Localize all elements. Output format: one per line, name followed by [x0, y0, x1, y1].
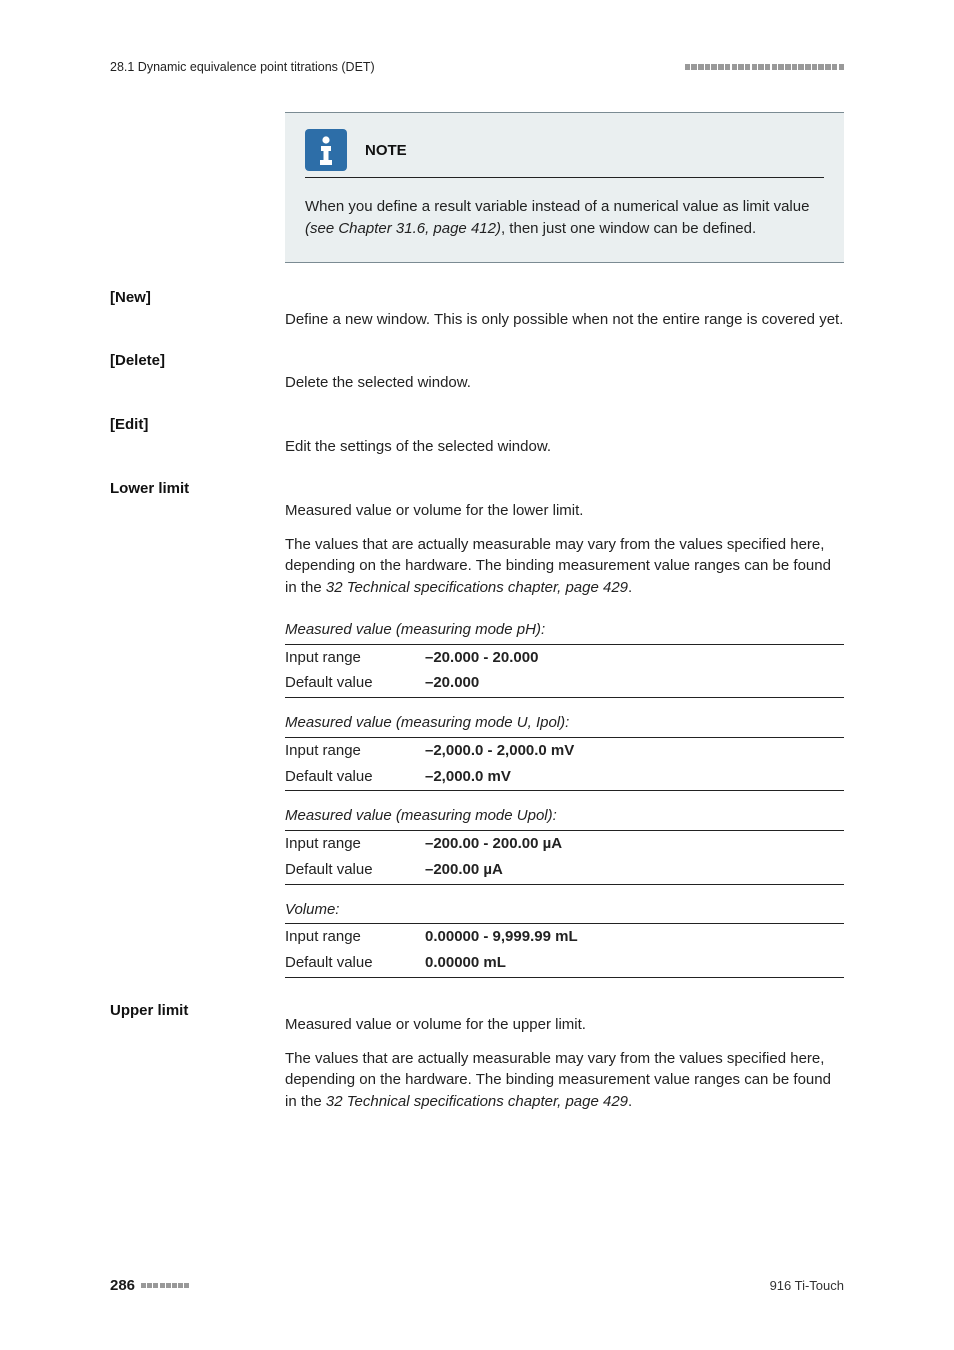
param-value: 0.00000 mL	[425, 952, 506, 974]
lower-limit-body: Measured value or volume for the lower l…	[285, 478, 844, 992]
content-grid: NOTE When you define a result variable i…	[110, 112, 844, 1133]
lower-limit-label: Lower limit	[110, 478, 285, 992]
param-key: Input range	[285, 647, 425, 669]
param-value: –20.000	[425, 672, 479, 694]
page: 28.1 Dynamic equivalence point titration…	[0, 0, 954, 1350]
param-row: Input range–2,000.0 - 2,000.0 mV	[285, 738, 844, 764]
param-key: Input range	[285, 926, 425, 948]
page-number-block: 286	[110, 1277, 191, 1294]
empty-left	[110, 112, 285, 287]
param-table: Measured value (measuring mode U, Ipol):…	[285, 712, 844, 791]
param-row: Default value–2,000.0 mV	[285, 764, 844, 792]
lower-limit-desc2: The values that are actually measurable …	[285, 534, 844, 599]
note-body-pre: When you define a result variable instea…	[305, 198, 809, 215]
note-box: NOTE When you define a result variable i…	[285, 112, 844, 263]
param-value: –200.00 - 200.00 µA	[425, 833, 562, 855]
param-row: Default value–20.000	[285, 670, 844, 698]
upper-limit-body: Measured value or volume for the upper l…	[285, 992, 844, 1133]
note-body-post: , then just one window can be defined.	[501, 220, 756, 237]
param-table-heading: Measured value (measuring mode pH):	[285, 619, 844, 645]
action-new-label: [New]	[110, 287, 285, 331]
param-table: Measured value (measuring mode pH):Input…	[285, 619, 844, 698]
lower-limit-tables: Measured value (measuring mode pH):Input…	[285, 619, 844, 978]
param-key: Default value	[285, 672, 425, 694]
param-key: Input range	[285, 740, 425, 762]
section-number-title: 28.1 Dynamic equivalence point titration…	[110, 60, 375, 74]
note-title: NOTE	[365, 138, 407, 162]
lower-limit-desc1: Measured value or volume for the lower l…	[285, 478, 844, 522]
param-value: –20.000 - 20.000	[425, 647, 538, 669]
param-key: Default value	[285, 859, 425, 881]
header-dash-decoration	[684, 64, 845, 70]
lower-limit-desc2-ref: 32 Technical specifications chapter, pag…	[326, 579, 628, 596]
upper-limit-desc2-ref: 32 Technical specifications chapter, pag…	[326, 1093, 628, 1110]
param-key: Default value	[285, 766, 425, 788]
upper-limit-desc1: Measured value or volume for the upper l…	[285, 992, 844, 1036]
param-key: Input range	[285, 833, 425, 855]
param-row: Input range0.00000 - 9,999.99 mL	[285, 924, 844, 950]
param-table-heading: Measured value (measuring mode U, Ipol):	[285, 712, 844, 738]
action-delete-label: [Delete]	[110, 350, 285, 394]
param-row: Input range–20.000 - 20.000	[285, 645, 844, 671]
page-number: 286	[110, 1277, 135, 1294]
param-table-heading: Volume:	[285, 899, 844, 925]
device-name: 916 Ti-Touch	[770, 1278, 844, 1293]
action-delete-desc: Delete the selected window.	[285, 350, 844, 394]
action-new-desc: Define a new window. This is only possib…	[285, 287, 844, 331]
param-value: –200.00 µA	[425, 859, 503, 881]
note-body-ref: (see Chapter 31.6, page 412)	[305, 220, 501, 237]
param-table-heading: Measured value (measuring mode Upol):	[285, 805, 844, 831]
upper-limit-label: Upper limit	[110, 1000, 285, 1133]
param-key: Default value	[285, 952, 425, 974]
action-edit-desc: Edit the settings of the selected window…	[285, 414, 844, 458]
param-table: Measured value (measuring mode Upol):Inp…	[285, 805, 844, 884]
note-container: NOTE When you define a result variable i…	[285, 112, 844, 287]
upper-limit-desc2-post: .	[628, 1093, 632, 1110]
param-row: Default value–200.00 µA	[285, 857, 844, 885]
info-icon	[305, 129, 347, 171]
action-edit-label: [Edit]	[110, 414, 285, 458]
param-row: Input range–200.00 - 200.00 µA	[285, 831, 844, 857]
lower-limit-desc2-post: .	[628, 579, 632, 596]
note-body: When you define a result variable instea…	[305, 196, 824, 240]
param-value: –2,000.0 - 2,000.0 mV	[425, 740, 574, 762]
footer-dash-decoration	[141, 1283, 191, 1288]
footer: 286 916 Ti-Touch	[110, 1277, 844, 1294]
running-header: 28.1 Dynamic equivalence point titration…	[110, 60, 844, 74]
note-header-row: NOTE	[305, 129, 824, 178]
upper-limit-desc2: The values that are actually measurable …	[285, 1048, 844, 1113]
param-value: –2,000.0 mV	[425, 766, 511, 788]
param-table: Volume:Input range0.00000 - 9,999.99 mLD…	[285, 899, 844, 978]
param-value: 0.00000 - 9,999.99 mL	[425, 926, 578, 948]
param-row: Default value0.00000 mL	[285, 950, 844, 978]
